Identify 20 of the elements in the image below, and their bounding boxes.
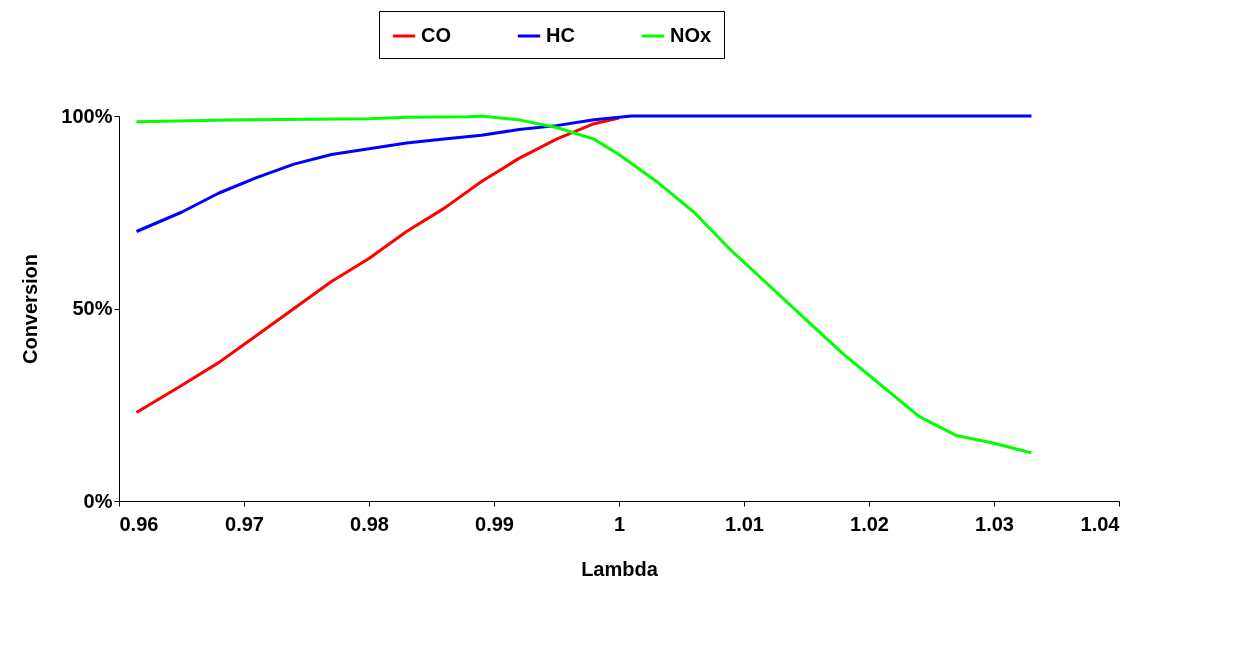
x-tick-label: 1.01 (725, 512, 764, 535)
line-series (135, 114, 1033, 455)
x-tick-label: 1 (613, 512, 626, 535)
legend-label: NOx (670, 24, 712, 46)
x-tick-label: 0.99 (475, 512, 514, 535)
x-tick-label: 1.04 (1080, 512, 1121, 535)
line-series (135, 114, 1033, 233)
x-tick-label: 0.98 (350, 512, 389, 535)
x-tick-label: 0.97 (225, 512, 264, 535)
y-axis-title: Conversion (19, 253, 42, 365)
y-tick-label: 50% (72, 297, 113, 319)
line-series (135, 116, 621, 414)
y-tick-label: 0% (83, 489, 113, 512)
legend-label: CO (421, 24, 451, 46)
y-tick-label: 100% (61, 104, 113, 127)
x-tick-label: 1.03 (975, 512, 1014, 535)
legend-label: HC (546, 24, 575, 46)
x-axis-title: Lambda (581, 557, 659, 580)
x-tick-label: 0.96 (119, 512, 159, 535)
x-tick-label: 1.02 (850, 512, 889, 535)
